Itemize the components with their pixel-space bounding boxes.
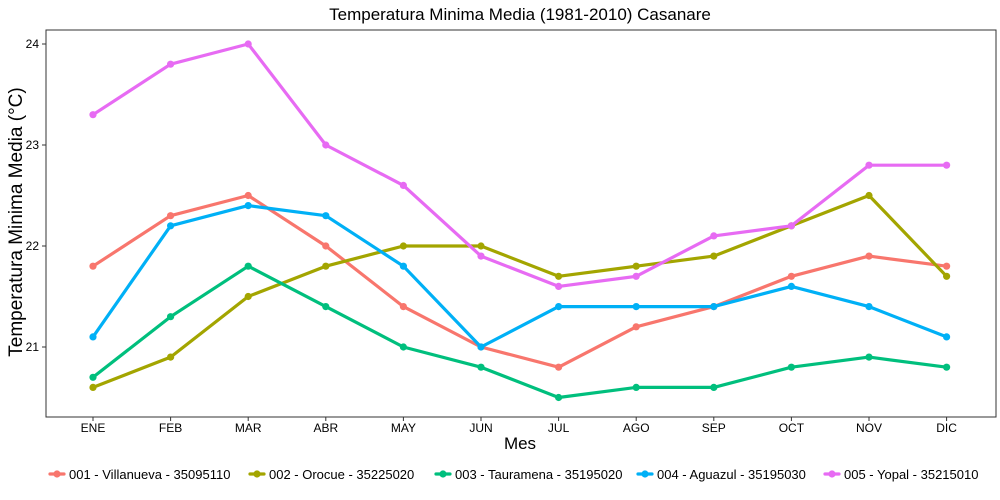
x-tick-label: JUN: [469, 421, 492, 435]
legend-label: 001 - Villanueva - 35095110: [69, 467, 230, 482]
data-point: [244, 262, 252, 270]
y-tick-label: 23: [26, 138, 40, 152]
data-point: [865, 353, 873, 361]
x-tick-label: AGO: [623, 421, 650, 435]
data-point: [865, 191, 873, 200]
data-point: [89, 383, 97, 391]
data-point: [244, 292, 252, 301]
legend-key-point: [53, 470, 61, 478]
data-point: [167, 60, 175, 68]
data-point: [244, 191, 252, 200]
data-point: [943, 333, 951, 341]
data-point: [167, 313, 175, 321]
y-axis: 21 22 23 24: [26, 37, 46, 354]
data-point: [89, 333, 97, 341]
data-point: [89, 262, 97, 270]
data-point: [710, 232, 718, 240]
data-point: [943, 363, 951, 371]
data-point: [710, 252, 718, 260]
data-point: [167, 212, 175, 220]
series-line: [91, 193, 949, 389]
data-point: [555, 272, 563, 280]
data-point: [89, 373, 97, 381]
data-point: [477, 363, 485, 371]
data-point: [787, 363, 796, 371]
x-tick-label: OCT: [779, 421, 805, 435]
legend-label: 003 - Tauramena - 35195020: [455, 467, 622, 482]
data-point: [399, 343, 407, 351]
x-axis-title: Mes: [504, 434, 536, 453]
plot-panel: [45, 29, 997, 418]
data-point: [477, 242, 485, 250]
x-tick-label: FEB: [159, 421, 182, 435]
data-point: [710, 383, 718, 391]
data-point: [399, 262, 407, 270]
data-point: [865, 161, 873, 169]
y-tick-label: 22: [26, 239, 40, 253]
data-point: [399, 242, 407, 250]
series-layer: [89, 40, 951, 402]
series-line: [91, 193, 949, 369]
legend: 001 - Villanueva - 35095110 002 - Orocue …: [48, 467, 978, 482]
x-tick-label: JUL: [548, 421, 570, 435]
series-line: [91, 204, 949, 349]
data-point: [322, 212, 330, 220]
data-point: [322, 141, 330, 149]
legend-label: 005 - Yopal - 35215010: [844, 467, 978, 482]
x-tick-label: ABR: [313, 421, 338, 435]
data-point: [632, 262, 640, 270]
legend-label: 002 - Orocue - 35225020: [269, 467, 414, 482]
x-tick-label: DIC: [936, 421, 957, 435]
data-point: [244, 40, 252, 48]
y-tick-label: 24: [26, 37, 40, 51]
data-point: [632, 323, 640, 331]
x-tick-label: MAR: [235, 421, 262, 435]
data-point: [477, 343, 485, 351]
data-point: [322, 303, 330, 311]
data-point: [244, 202, 252, 210]
legend-key-point: [828, 470, 836, 478]
data-point: [632, 272, 640, 280]
legend-label: 004 - Aguazul - 35195030: [657, 467, 806, 482]
x-tick-label: ENE: [81, 421, 106, 435]
data-point: [167, 222, 175, 230]
data-point: [865, 303, 873, 311]
data-point: [787, 282, 796, 290]
data-point: [632, 383, 640, 391]
x-tick-label: NOV: [856, 421, 882, 435]
data-point: [787, 222, 796, 230]
data-point: [555, 393, 563, 402]
y-axis-title: Temperatura Minima Media (°C): [6, 87, 27, 356]
x-axis: ENE FEB MAR ABR MAY JUN JUL AGO SEP OCT NOV DIC: [81, 417, 957, 435]
data-point: [399, 181, 407, 189]
data-point: [943, 161, 951, 169]
data-point: [555, 282, 563, 290]
data-point: [555, 363, 563, 371]
legend-key-point: [641, 470, 649, 478]
data-point: [943, 272, 951, 280]
data-point: [555, 303, 563, 311]
legend-key-point: [439, 470, 447, 478]
y-tick-label: 21: [26, 340, 40, 354]
data-point: [167, 353, 175, 361]
data-point: [322, 242, 330, 250]
data-point: [477, 252, 485, 260]
data-point: [89, 111, 97, 119]
data-point: [632, 303, 640, 311]
x-tick-label: SEP: [702, 421, 726, 435]
data-point: [865, 252, 873, 260]
data-point: [322, 262, 330, 270]
x-tick-label: MAY: [391, 421, 416, 435]
series-line: [91, 42, 949, 288]
legend-key-point: [253, 470, 261, 478]
series-line: [91, 264, 949, 400]
data-point: [710, 303, 718, 311]
data-point: [787, 272, 796, 280]
chart-title: Temperatura Minima Media (1981-2010) Cas…: [329, 5, 711, 24]
data-point: [943, 262, 951, 270]
data-point: [399, 303, 407, 311]
